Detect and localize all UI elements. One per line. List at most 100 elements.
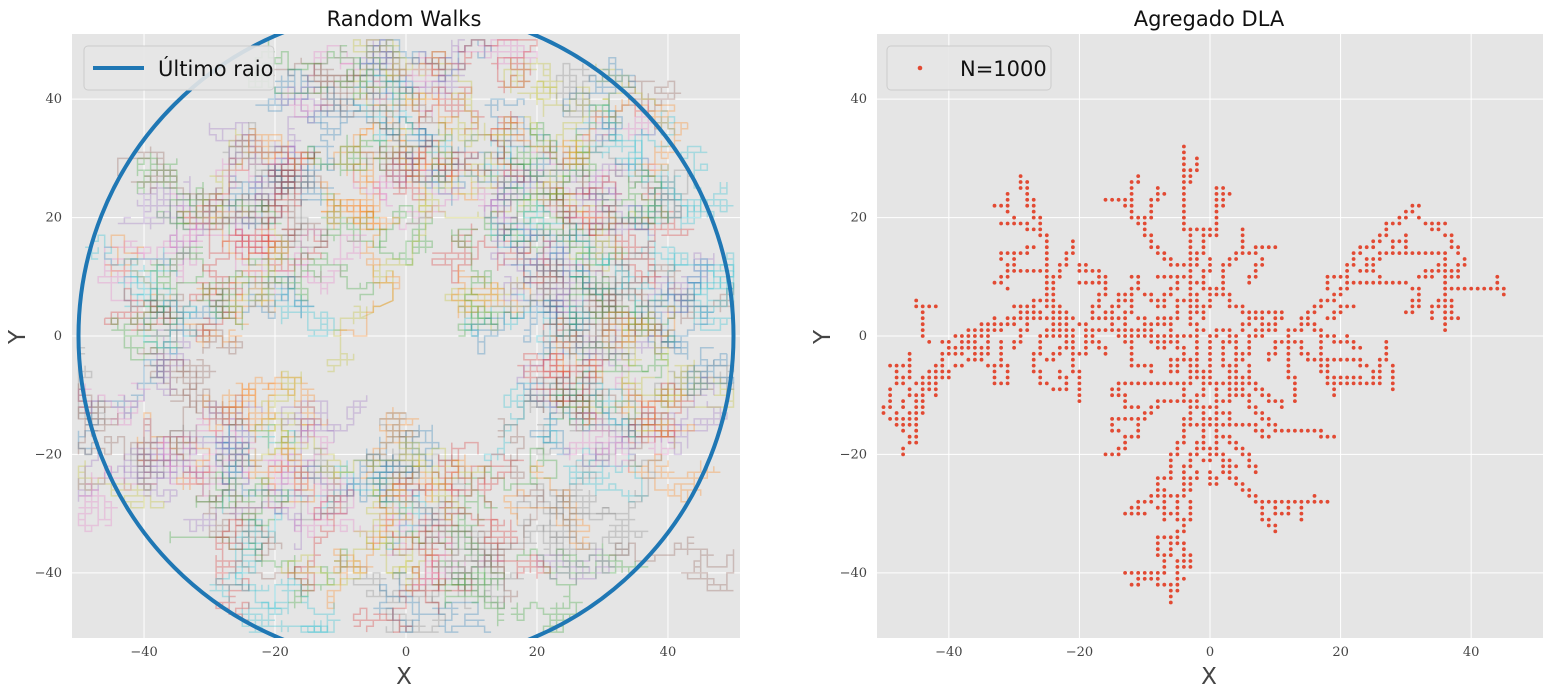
dla-particle [999, 274, 1003, 279]
dla-particle [1260, 310, 1265, 315]
random-walk-trail [234, 512, 283, 592]
dla-particle [1390, 280, 1395, 285]
dla-particle [1129, 434, 1134, 439]
dla-particle [1332, 292, 1336, 297]
random-walk-trail [162, 430, 250, 502]
dla-particle [1332, 387, 1336, 392]
dla-particle [1273, 529, 1278, 534]
random-walk-trail [293, 447, 348, 521]
random-walk-trail [686, 347, 735, 396]
dla-particle [1293, 381, 1297, 386]
random-walk-trail [373, 116, 433, 182]
dla-particle [1364, 245, 1369, 250]
dla-particle [986, 363, 990, 368]
dla-particle [1025, 304, 1030, 309]
dla-particle [1227, 434, 1232, 439]
dla-particle [1168, 399, 1173, 403]
random-walk-trail [287, 489, 355, 597]
random-walk-trail [208, 394, 263, 432]
random-walk-trail [622, 382, 695, 444]
dla-particle [1051, 280, 1056, 285]
dla-particle [1449, 239, 1454, 244]
dla-particle [1319, 345, 1323, 350]
random-walk-trail [183, 484, 302, 550]
dla-particle [1449, 298, 1454, 303]
dla-particle [1175, 316, 1180, 321]
dla-particle [1103, 274, 1108, 279]
dla-particle [1234, 464, 1238, 469]
random-walk-trail [517, 370, 643, 438]
dla-particle [1443, 316, 1447, 321]
dla-particle [953, 363, 958, 368]
dla-particle [1071, 357, 1075, 362]
dla-particle [1038, 227, 1043, 232]
random-walk-trail [634, 199, 735, 331]
agregado-dla-ytick-label: 0 [859, 329, 867, 344]
dla-particle [1162, 298, 1167, 303]
dla-particle [1182, 399, 1186, 403]
dla-particle [1377, 369, 1382, 374]
dla-particle [1351, 257, 1356, 261]
random-walk-trail [484, 199, 610, 266]
dla-particle [1175, 440, 1180, 445]
random-walk-trail [104, 234, 243, 348]
dla-particle [920, 304, 925, 309]
dla-particle [1266, 245, 1271, 250]
dla-particle [1338, 381, 1343, 386]
dla-particle [1436, 298, 1441, 303]
dla-particle [940, 340, 945, 344]
dla-particle [1410, 310, 1415, 315]
dla-particle [1175, 399, 1180, 403]
random-walk-trail [255, 68, 321, 112]
dla-particle [1293, 387, 1297, 392]
random-walk-trail [215, 418, 262, 485]
dla-particle [1306, 351, 1310, 356]
dla-particle [1188, 399, 1193, 403]
dla-particle [1031, 310, 1036, 315]
dla-particle [1227, 363, 1232, 368]
dla-particle [1338, 286, 1343, 291]
dla-particle [1240, 452, 1245, 457]
dla-particle [1182, 547, 1186, 552]
dla-particle [920, 322, 925, 327]
dla-particle [1345, 269, 1349, 273]
random-walk-trail [242, 276, 315, 319]
dla-particle [1044, 280, 1049, 285]
dla-particle [1266, 517, 1271, 522]
dla-particle [1240, 381, 1245, 386]
dla-particle [1293, 428, 1297, 433]
dla-particle [1084, 351, 1088, 356]
dla-particle [1123, 434, 1127, 439]
agregado-dla-xtick-label: 20 [1332, 645, 1349, 660]
random-walk-trail [431, 495, 485, 550]
dla-particle [992, 203, 997, 208]
random-walk-trail [496, 116, 577, 188]
dla-particle [1031, 357, 1036, 362]
random-walk-trail [516, 335, 630, 413]
dla-particle [1423, 221, 1428, 226]
dla-particle [1129, 340, 1134, 344]
dla-particle [1182, 203, 1186, 208]
dla-particle [1273, 428, 1278, 433]
dla-particle [1168, 582, 1173, 587]
dla-particle [1188, 292, 1193, 297]
dla-particle [1201, 422, 1206, 427]
dla-particle [1123, 381, 1127, 386]
dla-particle [992, 381, 997, 386]
random-walk-trail [77, 460, 165, 509]
dla-particle [1018, 340, 1023, 344]
dla-particle [1162, 334, 1167, 338]
dla-particle [1025, 192, 1030, 196]
dla-particle [894, 363, 899, 368]
dla-particle [1221, 351, 1225, 356]
dla-particle [1482, 286, 1487, 291]
dla-particle [1129, 582, 1134, 587]
dla-particle [1168, 363, 1173, 368]
dla-particle [1253, 387, 1258, 392]
dla-particle [907, 440, 912, 445]
dla-particle [1129, 209, 1134, 214]
dla-particle [1214, 422, 1219, 427]
dla-particle [1084, 269, 1088, 273]
dla-particle [1234, 381, 1238, 386]
